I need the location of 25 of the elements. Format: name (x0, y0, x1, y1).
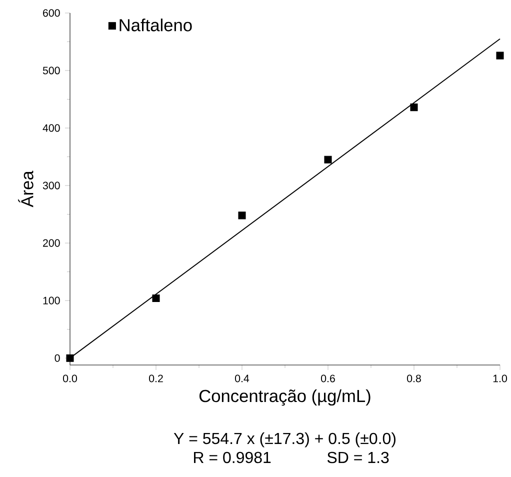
x-tick-label: 0.4 (235, 374, 250, 382)
point (410, 104, 418, 112)
point (238, 212, 246, 220)
point (66, 354, 74, 362)
y-tick-label: 600 (43, 9, 60, 17)
x-tick-label: 0.8 (407, 374, 421, 382)
text: Y = 554.7 x (±17.3) + 0.5 (±0.0) (174, 432, 396, 448)
y-tick-label: 400 (42, 124, 60, 132)
y-tick-label: 200 (43, 239, 60, 247)
y-tick-label: 300 (42, 182, 60, 190)
x-tick-label: 0.0 (63, 374, 78, 382)
point (496, 52, 504, 60)
y-tick-label: 500 (42, 66, 60, 74)
x-tick-label: 1.0 (493, 374, 507, 382)
text: SD = 1.3 (327, 452, 389, 464)
y-tick-label: 0 (54, 354, 60, 362)
y-axis-title: Área (18, 170, 34, 208)
y-tick-label: 100 (43, 296, 60, 304)
point (324, 156, 332, 164)
x-tick-label: 0.2 (149, 374, 163, 382)
legend-label: Naftaleno (120, 18, 192, 32)
x-tick-label: 0.6 (321, 374, 335, 382)
x-axis-title: Concentração (µg/mL) (199, 389, 370, 406)
text: R = 0.9981 (194, 452, 271, 464)
point (152, 294, 160, 302)
